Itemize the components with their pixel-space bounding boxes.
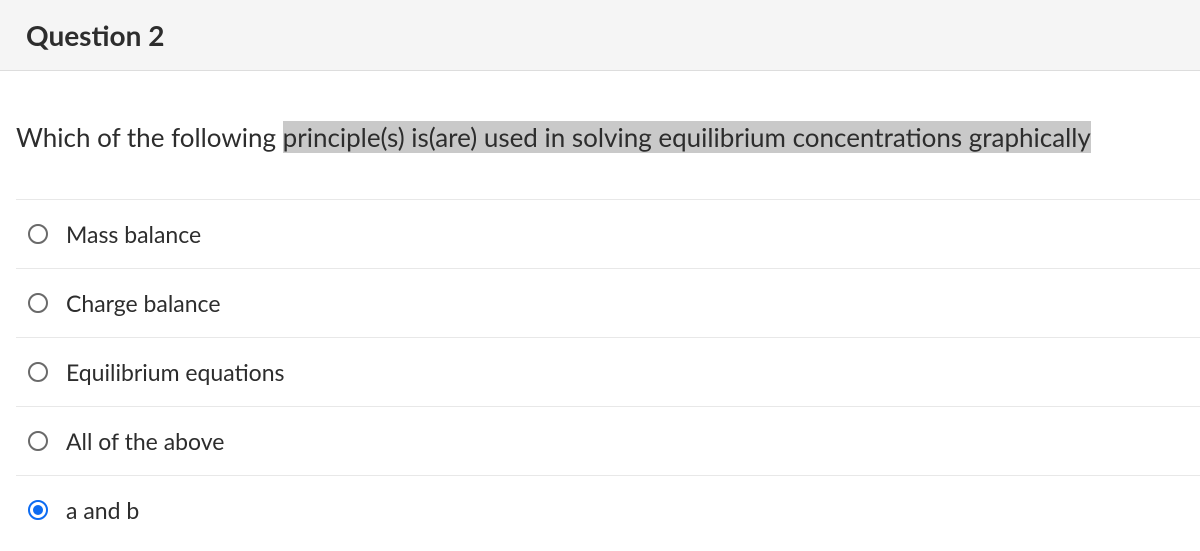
radio-icon: [28, 431, 48, 451]
option-a-and-b[interactable]: a and b: [16, 476, 1200, 544]
option-equilibrium-equations[interactable]: Equilibrium equations: [16, 338, 1200, 407]
radio-icon: [28, 293, 48, 313]
option-label: a and b: [66, 496, 139, 524]
option-all-of-the-above[interactable]: All of the above: [16, 407, 1200, 476]
option-mass-balance[interactable]: Mass balance: [16, 200, 1200, 269]
option-label: Mass balance: [66, 220, 201, 248]
question-header: Question 2: [0, 0, 1200, 71]
question-body: Which of the following principle(s) is(a…: [0, 71, 1200, 544]
options-list: Mass balance Charge balance Equilibrium …: [16, 199, 1200, 544]
question-prompt: Which of the following principle(s) is(a…: [16, 119, 1200, 155]
radio-icon: [28, 224, 48, 244]
option-label: Equilibrium equations: [66, 358, 285, 386]
prompt-pre: Which of the following: [16, 121, 283, 153]
prompt-highlight: principle(s) is(are) used in solving equ…: [283, 121, 1091, 153]
option-label: All of the above: [66, 427, 224, 455]
option-charge-balance[interactable]: Charge balance: [16, 269, 1200, 338]
option-label: Charge balance: [66, 289, 220, 317]
radio-icon: [28, 362, 48, 382]
radio-icon: [28, 500, 48, 520]
question-title: Question 2: [26, 18, 1174, 52]
